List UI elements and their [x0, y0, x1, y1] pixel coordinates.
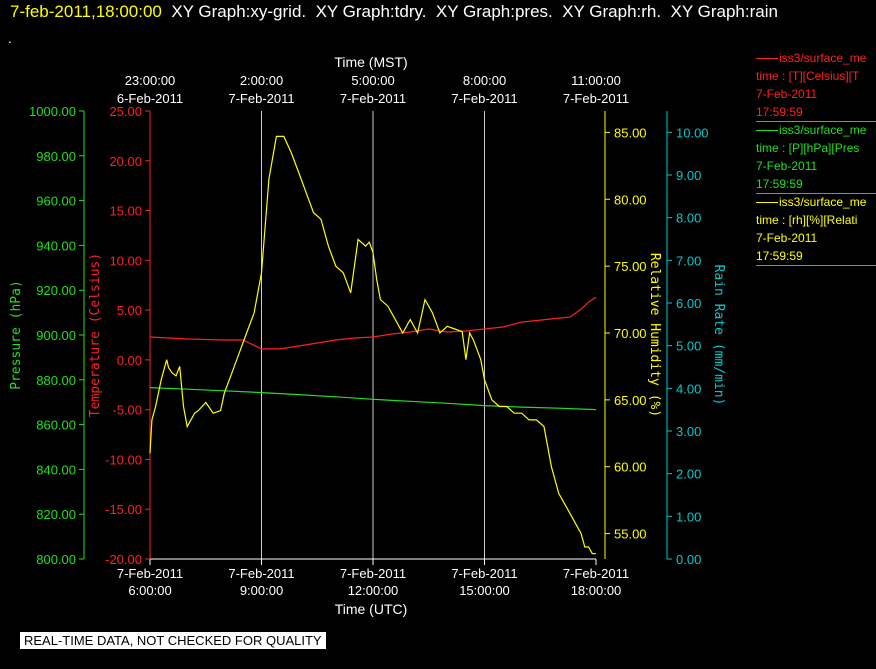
- legend-date: 7-Feb-2011: [756, 87, 818, 101]
- legend-field: time : [T][Celsius][T: [756, 69, 860, 83]
- temperature-tick-label: -10.00: [105, 452, 142, 467]
- legend-time: 17:59:59: [756, 105, 803, 119]
- rain-tick-label: 6.00: [676, 296, 701, 311]
- x-top-tick-label: 5:00:00: [351, 73, 394, 88]
- rh-tick-label: 65.00: [614, 393, 647, 408]
- legend-date: 7-Feb-2011: [756, 159, 818, 173]
- header-graph-list: XY Graph:xy-grid. XY Graph:tdry. XY Grap…: [171, 2, 778, 21]
- header-dot: .: [8, 30, 12, 46]
- pressure-tick-label: 900.00: [36, 328, 76, 343]
- x-top-tick-label: 7-Feb-2011: [451, 91, 517, 106]
- pressure-tick-label: 960.00: [36, 194, 76, 209]
- x-tick-label: 7-Feb-2011: [340, 566, 406, 581]
- x-tick-label: 18:00:00: [571, 583, 622, 598]
- rain-tick-label: 2.00: [676, 467, 701, 482]
- rh-tick-label: 70.00: [614, 326, 647, 341]
- x-tick-label: 12:00:00: [348, 583, 399, 598]
- pressure-line: [149, 387, 597, 411]
- temperature-line: [149, 296, 597, 350]
- header-timestamp: 7-feb-2011,18:00:00: [10, 2, 162, 21]
- rain-tick-label: 7.00: [676, 253, 701, 268]
- header-title: 7-feb-2011,18:00:00 XY Graph:xy-grid. XY…: [10, 2, 778, 22]
- legend-name-text: iss3/surface_me: [779, 123, 867, 137]
- legend-date: 7-Feb-2011: [756, 231, 818, 245]
- rh-tick-label: 85.00: [614, 125, 647, 140]
- x-top-tick-label: 7-Feb-2011: [563, 91, 629, 106]
- x-axis-title: Time (UTC): [335, 601, 408, 617]
- pressure-tick-label: 980.00: [36, 149, 76, 164]
- x-top-tick-label: 6-Feb-2011: [117, 91, 183, 106]
- legend-field: time : [rh][%][Relati: [756, 213, 858, 227]
- temperature-tick-label: 15.00: [109, 204, 142, 219]
- legend-name-text: iss3/surface_me: [779, 51, 867, 65]
- x-top-tick-label: 8:00:00: [463, 73, 506, 88]
- legend-time: 17:59:59: [756, 177, 803, 191]
- legend-name-text: iss3/surface_me: [779, 195, 867, 209]
- pressure-tick-label: 840.00: [36, 462, 76, 477]
- humidity-line: [149, 135, 596, 555]
- rain-tick-label: 1.00: [676, 509, 701, 524]
- x-tick-label: 7-Feb-2011: [228, 566, 294, 581]
- rain-tick-label: 10.00: [676, 125, 709, 140]
- pressure-tick-label: 920.00: [36, 283, 76, 298]
- pressure-tick-label: 820.00: [36, 507, 76, 522]
- x-tick-label: 7-Feb-2011: [563, 566, 629, 581]
- legend-separator: [756, 121, 876, 122]
- legend-line-swatch: [756, 202, 778, 204]
- rh-tick-label: 60.00: [614, 460, 647, 475]
- x-top-tick-label: 23:00:00: [125, 73, 176, 88]
- x-tick-label: 15:00:00: [459, 583, 510, 598]
- rh-tick-label: 80.00: [614, 192, 647, 207]
- rh-axis-title: Relative Humidity (%): [647, 253, 662, 417]
- x-top-tick-label: 7-Feb-2011: [228, 91, 294, 106]
- x-top-tick-label: 11:00:00: [571, 73, 621, 88]
- rain-tick-label: 4.00: [676, 381, 701, 396]
- rain-tick-label: 5.00: [676, 339, 701, 354]
- legend-field: time : [P][hPa][Pres: [756, 141, 860, 155]
- x-tick-label: 7-Feb-2011: [451, 566, 517, 581]
- temperature-tick-label: 5.00: [117, 303, 142, 318]
- temperature-axis-title: Temperature (Celsius): [88, 253, 103, 417]
- rain-axis-title: Rain Rate (mm/min): [711, 265, 726, 406]
- legend-series-name: iss3/surface_me: [756, 121, 876, 139]
- temperature-tick-label: -20.00: [105, 552, 142, 567]
- legend-series-name: iss3/surface_me: [756, 49, 876, 67]
- rain-tick-label: 8.00: [676, 211, 701, 226]
- x-tick-label: 9:00:00: [240, 583, 283, 598]
- pressure-tick-label: 860.00: [36, 418, 76, 433]
- x-top-tick-label: 2:00:00: [240, 73, 283, 88]
- x-top-axis-title: Time (MST): [334, 54, 407, 70]
- legend-series-name: iss3/surface_me: [756, 193, 876, 211]
- x-tick-label: 6:00:00: [128, 583, 171, 598]
- x-tick-label: 7-Feb-2011: [117, 566, 183, 581]
- quality-banner: REAL-TIME DATA, NOT CHECKED FOR QUALITY: [20, 632, 326, 649]
- rain-tick-label: 0.00: [676, 552, 701, 567]
- temperature-tick-label: -5.00: [112, 403, 142, 418]
- rain-tick-label: 3.00: [676, 424, 701, 439]
- rain-tick-label: 9.00: [676, 168, 701, 183]
- legend-separator: [756, 265, 876, 266]
- pressure-axis-title: Pressure (hPa): [9, 280, 24, 390]
- temperature-tick-label: -15.00: [105, 502, 142, 517]
- pressure-tick-label: 880.00: [36, 373, 76, 388]
- rh-tick-label: 75.00: [614, 259, 647, 274]
- temperature-tick-label: 10.00: [109, 253, 142, 268]
- pressure-tick-label: 1000.00: [29, 104, 76, 119]
- pressure-tick-label: 940.00: [36, 238, 76, 253]
- rh-tick-label: 55.00: [614, 527, 647, 542]
- pressure-tick-label: 800.00: [36, 552, 76, 567]
- legend-line-swatch: [756, 130, 778, 132]
- temperature-tick-label: 25.00: [109, 104, 142, 119]
- legend-separator: [756, 193, 876, 194]
- x-top-tick-label: 7-Feb-2011: [340, 91, 406, 106]
- legend-time: 17:59:59: [756, 249, 803, 263]
- temperature-tick-label: 0.00: [117, 353, 142, 368]
- legend-line-swatch: [756, 58, 778, 60]
- temperature-tick-label: 20.00: [109, 154, 142, 169]
